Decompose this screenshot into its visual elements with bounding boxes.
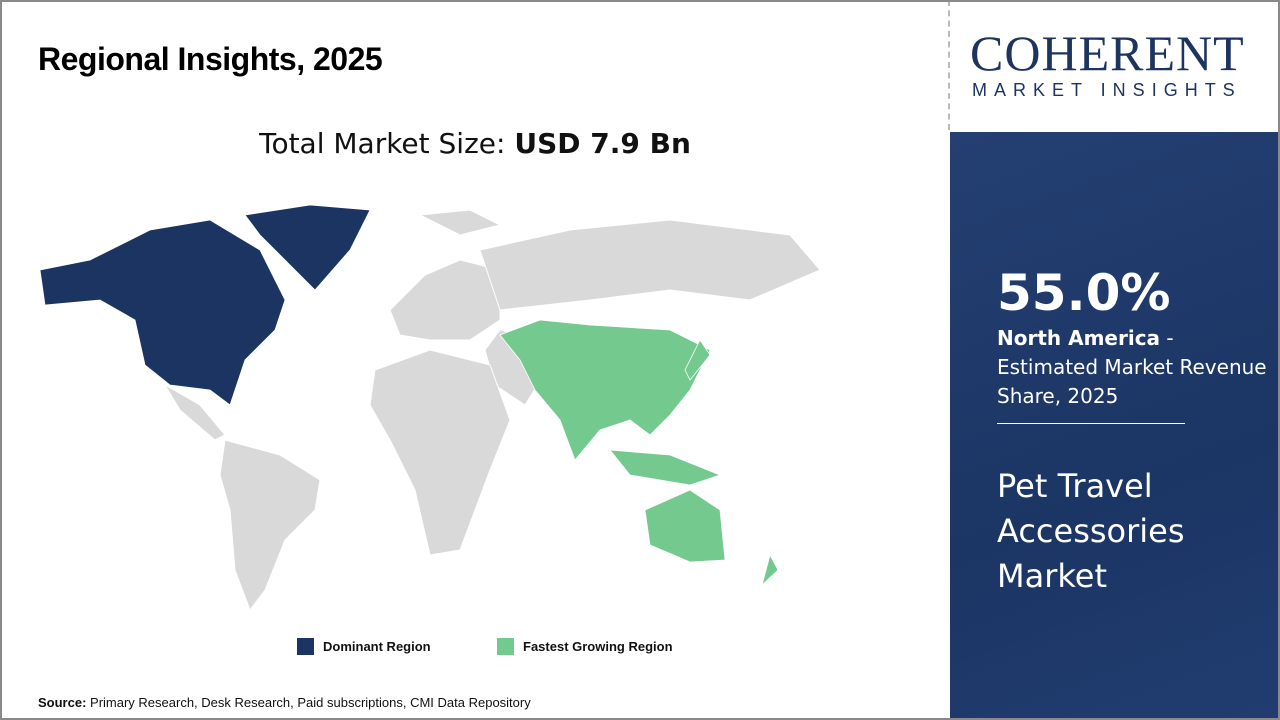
region-central-america [163, 383, 226, 441]
region-europe [389, 259, 501, 341]
legend-swatch-fastest [497, 638, 514, 655]
source-note: Source: Primary Research, Desk Research,… [38, 695, 531, 711]
region-japan [684, 339, 711, 381]
separator [997, 423, 1185, 424]
stats-panel: 55.0% North America - Estimated Market R… [950, 132, 1280, 720]
total-market-size: Total Market Size: USD 7.9 Bn [0, 127, 950, 161]
region-asia [499, 319, 711, 461]
share-percent: 55.0% [997, 264, 1171, 322]
region-new-zealand [761, 553, 779, 587]
region-greenland [244, 204, 371, 291]
source-label: Source: [38, 695, 87, 710]
total-label: Total Market Size: [259, 127, 515, 160]
market-name: Pet Travel Accessories Market [997, 467, 1185, 595]
region-southeast-asia [609, 449, 722, 486]
page-title: Regional Insights, 2025 [38, 41, 383, 77]
logo: COHERENT MARKET INSIGHTS [950, 0, 1280, 132]
legend-label: Fastest Growing Region [523, 639, 673, 654]
logo-tagline: MARKET INSIGHTS [972, 80, 1242, 100]
legend-fastest: Fastest Growing Region [497, 638, 673, 655]
region-africa [369, 349, 511, 556]
region-greenland-north [418, 209, 502, 236]
world-map [39, 204, 821, 612]
legend-swatch-dominant [297, 638, 314, 655]
divider [948, 0, 950, 130]
total-value: USD 7.9 Bn [514, 127, 691, 160]
region-australia [644, 489, 726, 563]
logo-wordmark: COHERENT [970, 25, 1245, 81]
source-text: Primary Research, Desk Research, Paid su… [86, 695, 531, 710]
region-north-america [39, 219, 286, 406]
region-russia [479, 219, 821, 311]
region-name: North America [997, 326, 1161, 350]
legend-label: Dominant Region [323, 639, 431, 654]
region-south-america [219, 439, 321, 612]
share-description: North America - Estimated Market Revenue… [997, 324, 1275, 411]
share-text: - Estimated Market Revenue Share, 2025 [997, 326, 1267, 408]
legend-dominant: Dominant Region [297, 638, 431, 655]
